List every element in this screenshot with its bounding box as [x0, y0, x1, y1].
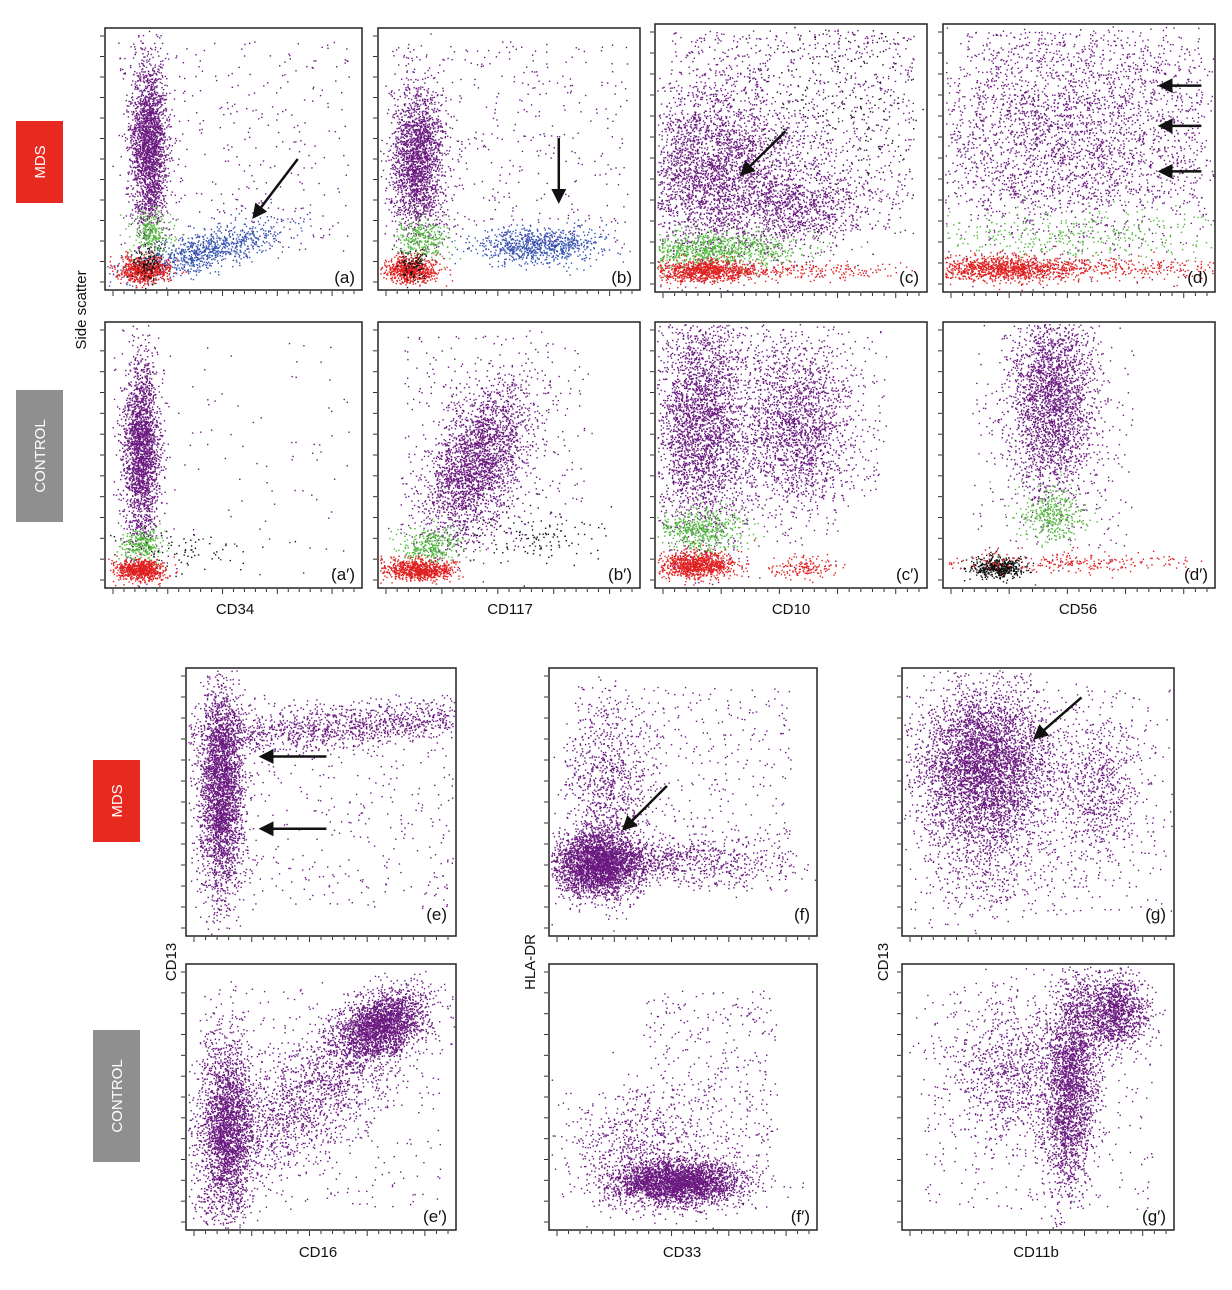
flow-cytometry-figure: MDS CONTROL MDS CONTROL Side scatter CD3…	[0, 0, 1232, 1290]
y-axis-ticks	[544, 972, 548, 1222]
y-axis-ticks	[181, 676, 185, 928]
panel-label-b: (b)	[611, 268, 632, 287]
panel-label-a: (a)	[334, 268, 355, 287]
y-axis-ticks	[181, 972, 185, 1222]
panel-c	[650, 24, 927, 298]
y-axis-ticks	[897, 676, 901, 928]
panel-label-g2: (g′)	[1142, 1207, 1166, 1226]
panel-e-prime	[181, 964, 456, 1236]
panel-d-prime	[938, 322, 1215, 594]
panel-g-prime	[897, 964, 1174, 1236]
y-axis-ticks	[544, 676, 548, 928]
x-axis-title-cd11b: CD11b	[1013, 1244, 1059, 1261]
plot-frame	[549, 964, 817, 1230]
y-axis-ticks	[938, 330, 942, 580]
panel-label-a2: (a′)	[331, 565, 355, 584]
x-axis-ticks	[194, 1231, 448, 1236]
panel-b-prime	[373, 322, 640, 594]
x-axis-ticks	[910, 937, 1166, 942]
panel-label-f2: (f′)	[791, 1207, 810, 1226]
x-axis-ticks	[910, 1231, 1166, 1236]
panel-d	[938, 24, 1215, 298]
y-axis-ticks	[897, 972, 901, 1222]
y-axis-ticks	[100, 330, 104, 580]
y-axis-ticks	[938, 32, 942, 284]
y-axis-ticks	[100, 36, 104, 282]
y-axis-title-cd13-left: CD13	[163, 943, 180, 981]
x-axis-title-cd16: CD16	[299, 1244, 337, 1261]
y-axis-ticks	[650, 330, 654, 580]
panel-label-g: (g)	[1145, 905, 1166, 924]
panel-label-b2: (b′)	[608, 565, 632, 584]
x-axis-title-cd34: CD34	[216, 601, 254, 618]
y-axis-ticks	[373, 36, 377, 282]
x-axis-title-cd33: CD33	[663, 1244, 701, 1261]
y-axis-title-side-scatter: Side scatter	[73, 270, 90, 349]
panel-f-prime	[544, 964, 817, 1236]
x-axis-ticks	[557, 1231, 809, 1236]
mds-tag-bottom-label: MDS	[109, 784, 126, 817]
x-axis-title-cd56: CD56	[1059, 601, 1097, 618]
y-axis-title-hla-dr: HLA-DR	[522, 934, 539, 990]
x-axis-ticks	[194, 937, 448, 942]
x-axis-title-cd10: CD10	[772, 601, 810, 618]
x-axis-ticks	[113, 589, 354, 594]
plot-frame	[549, 668, 817, 936]
panel-label-f: (f)	[794, 905, 810, 924]
x-axis-ticks	[951, 589, 1207, 594]
x-axis-ticks	[113, 291, 354, 296]
panel-label-e: (e)	[426, 905, 447, 924]
panel-b	[373, 28, 640, 296]
panel-label-e2: (e′)	[423, 1207, 447, 1226]
mds-tag-top-label: MDS	[32, 145, 49, 178]
x-axis-ticks	[386, 291, 632, 296]
y-axis-title-cd13-right: CD13	[875, 943, 892, 981]
x-axis-ticks	[951, 293, 1207, 298]
panel-label-c: (c)	[899, 268, 919, 287]
x-axis-ticks	[663, 589, 919, 594]
x-axis-ticks	[386, 589, 632, 594]
control-tag-bottom-label: CONTROL	[109, 1059, 126, 1132]
panel-c-prime	[650, 322, 927, 594]
panel-label-d: (d)	[1187, 268, 1208, 287]
y-axis-ticks	[650, 32, 654, 284]
panel-a	[100, 28, 362, 296]
panel-a-prime	[100, 322, 362, 594]
panel-label-d2: (d′)	[1184, 565, 1208, 584]
panel-e	[181, 668, 456, 942]
panel-g	[897, 668, 1174, 942]
x-axis-ticks	[557, 937, 809, 942]
panel-label-c2: (c′)	[896, 565, 919, 584]
panel-f	[544, 668, 817, 942]
x-axis-ticks	[663, 293, 919, 298]
y-axis-ticks	[373, 330, 377, 580]
control-tag-top-label: CONTROL	[32, 419, 49, 492]
x-axis-title-cd117: CD117	[487, 601, 533, 618]
